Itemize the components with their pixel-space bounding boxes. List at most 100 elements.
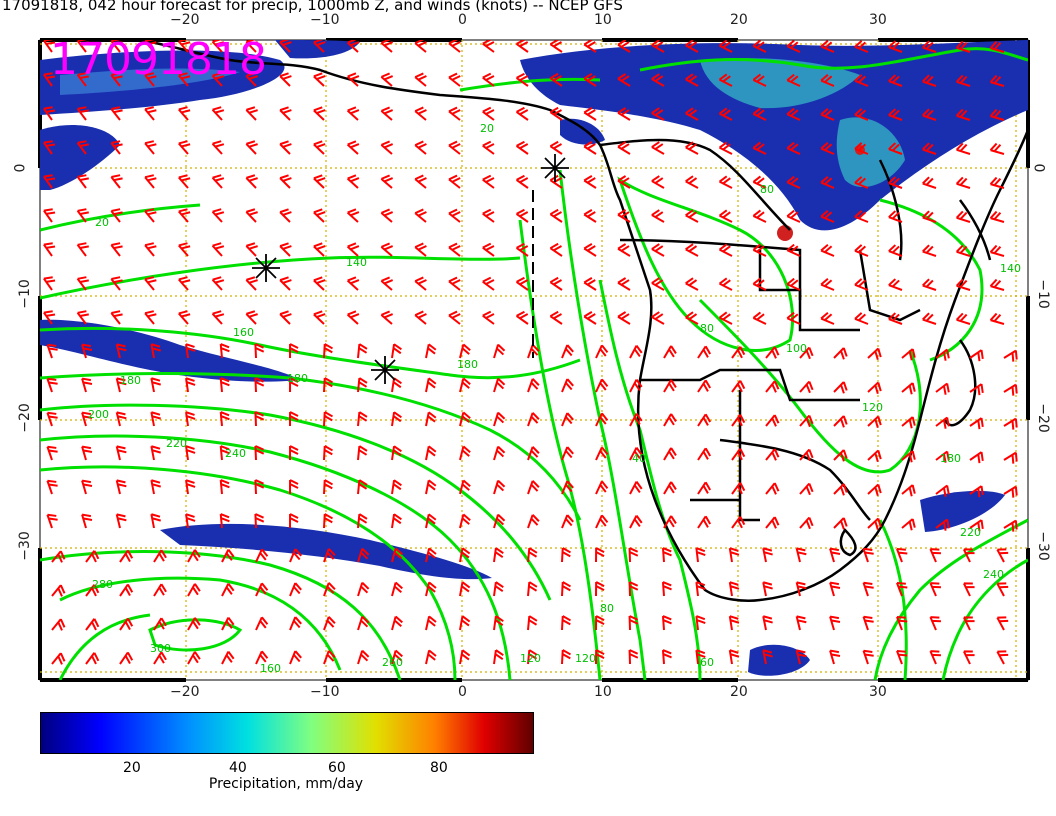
wind-barb	[595, 378, 609, 393]
wind-barb	[448, 140, 461, 155]
wind-barb	[685, 243, 699, 257]
wind-barb	[922, 176, 937, 189]
wind-barb	[279, 40, 292, 53]
wind-barb	[867, 381, 882, 395]
wind-barb	[867, 517, 882, 531]
wind-barb	[595, 581, 605, 597]
wind-barb	[43, 208, 56, 223]
wind-barb	[254, 343, 265, 359]
wind-barb	[380, 276, 394, 291]
wind-barb	[380, 242, 394, 257]
wind-barb	[289, 377, 299, 393]
wind-barb	[718, 243, 733, 257]
wind-barb	[969, 349, 984, 362]
wind-barb	[561, 344, 574, 359]
wind-barb	[697, 379, 712, 393]
contour-label: 240	[225, 447, 246, 460]
wind-barb	[185, 445, 196, 461]
wind-barb	[448, 310, 461, 325]
wind-barb	[51, 584, 66, 597]
wind-barb	[289, 479, 299, 495]
wind-barb	[115, 513, 127, 529]
wind-barb	[617, 277, 631, 291]
wind-barb	[629, 413, 643, 427]
wind-barb	[357, 615, 370, 631]
wind-barb	[448, 72, 461, 87]
wind-barb	[854, 108, 869, 121]
wind-barb	[380, 174, 394, 189]
wind-barb	[955, 210, 971, 223]
wind-barb	[955, 142, 971, 155]
x-tick-bottom: −10	[310, 684, 340, 700]
wind-barb	[583, 141, 597, 155]
contour-label: 300	[150, 642, 171, 655]
wind-barb	[1003, 451, 1018, 464]
wind-barb	[922, 278, 937, 291]
wind-barb	[561, 514, 574, 529]
wind-barb	[752, 73, 767, 87]
wind-barb	[493, 343, 506, 359]
wind-barb	[628, 581, 639, 597]
wind-barb	[391, 377, 402, 393]
wind-barb	[617, 107, 631, 121]
wind-barb	[935, 484, 950, 497]
wind-barb	[43, 174, 56, 189]
wind-barb	[150, 343, 162, 359]
wind-barb	[1003, 349, 1018, 362]
wind-barb	[211, 242, 225, 257]
wind-barb	[786, 311, 801, 325]
wind-barb	[211, 174, 225, 189]
wind-barb	[51, 652, 66, 665]
wind-barb	[651, 175, 665, 189]
wind-barb	[493, 479, 506, 495]
wind-barb	[786, 209, 801, 223]
wind-barb	[989, 176, 1005, 189]
y-tick-left: −10	[16, 279, 33, 309]
wind-barb	[110, 208, 123, 223]
wind-barb	[482, 106, 495, 121]
wind-barb	[829, 649, 841, 665]
wind-barb	[459, 547, 471, 563]
wind-barb	[448, 174, 461, 189]
wind-barb	[211, 72, 225, 87]
wind-barb	[969, 417, 984, 430]
wind-barb	[731, 516, 746, 529]
wind-barb	[459, 649, 471, 665]
wind-barb	[685, 40, 699, 53]
wind-barb	[150, 377, 162, 393]
wind-barb	[254, 479, 265, 495]
wind-barb	[245, 40, 258, 53]
wind-barb	[425, 581, 437, 597]
wind-barb	[820, 73, 835, 87]
contour-label: 140	[346, 256, 367, 269]
wind-barb	[81, 343, 93, 359]
wind-barb	[482, 40, 495, 53]
wind-barb	[380, 106, 394, 121]
wind-barb	[829, 547, 841, 563]
wind-barb	[617, 141, 631, 155]
wind-barb	[414, 276, 427, 291]
wind-barb	[279, 106, 292, 121]
wind-barb	[357, 649, 370, 665]
wind-barb	[962, 616, 975, 631]
wind-barb	[323, 616, 336, 631]
wind-barb	[425, 547, 437, 563]
wind-barb	[110, 72, 123, 87]
wind-barb	[888, 108, 903, 121]
wind-barb	[76, 106, 89, 121]
wind-barb	[922, 40, 937, 53]
wind-barb	[786, 40, 801, 53]
wind-barb	[820, 209, 835, 223]
wind-barb	[110, 310, 123, 325]
wind-barb	[289, 411, 299, 427]
wind-barb	[527, 480, 540, 495]
wind-barb	[289, 650, 302, 665]
wind-barb	[661, 649, 672, 665]
wind-barb	[583, 107, 597, 121]
wind-barb	[115, 377, 127, 393]
wind-barb	[81, 479, 93, 495]
wind-barb	[718, 107, 733, 121]
wind-barb	[219, 377, 230, 393]
wind-barb	[549, 276, 563, 291]
